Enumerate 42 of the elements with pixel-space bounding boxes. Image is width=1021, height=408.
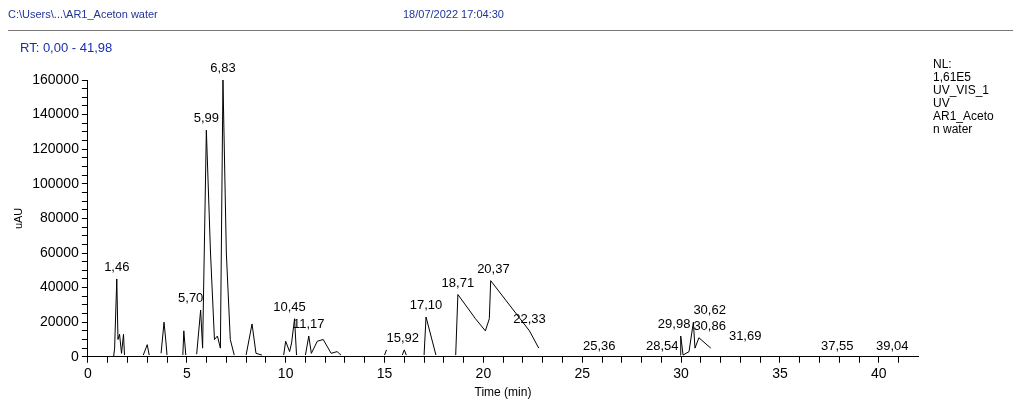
annotation: 5,99 [193,110,220,126]
text: RT: 0,00 - 41,98 [20,40,113,55]
annotation: 11,17 [293,316,325,332]
annotation: 1,46 [104,259,130,275]
annotation: 18,71 [441,274,475,290]
y-tick-label: 0 [71,347,80,364]
x-tick-label: 10 [277,365,294,382]
y-tick-label: 20000 [39,313,80,330]
y-tick-label: 160000 [32,70,80,87]
annotation: 6,83 [210,60,236,76]
annotation: 37,55 [821,338,854,353]
annotation: 31,69 [728,328,762,344]
x-tick-label: 20 [475,365,492,382]
chart-subtitle: 18/07/2022 17:04:30 [403,8,504,20]
annotation: 39,04 [876,338,909,353]
x-tick-label: 0 [84,365,93,382]
annotation: 30,62 [693,302,726,318]
annotation: 30,86 [693,317,726,333]
x-tick-label: 25 [574,365,591,382]
x-tick-label: 5 [182,365,191,382]
x-tick-label: 40 [871,365,887,382]
annotation: 17,10 [409,297,443,313]
x-tick-label: 30 [673,365,690,382]
annotation: 29,98 [657,316,691,332]
y-tick-label: 100000 [32,174,80,191]
y-tick-label: 60000 [39,243,80,260]
y-tick-label: 120000 [32,140,80,157]
y-tick-label: 140000 [32,105,80,122]
annotation: 15,92 [386,329,419,345]
x-tick-label: 35 [772,365,788,382]
x-tick-label: 15 [376,365,393,382]
annotation: 25,36 [583,338,616,353]
annotation: 5,70 [178,290,204,306]
y-axis-title: uAU [11,207,24,230]
y-tick-label: 80000 [39,209,80,226]
chart-title: C:\Users\...\AR1_Aceton water [8,8,158,20]
annotation: 10,45 [273,298,306,314]
annotation: 28,54 [646,338,679,353]
y-tick-label: 40000 [39,278,80,295]
x-axis-title: Time (min) [474,385,532,400]
text: NL: 1,61E5 UV_VIS_1 UV AR1_Aceto n water [933,57,994,136]
annotation: 20,37 [477,260,510,276]
